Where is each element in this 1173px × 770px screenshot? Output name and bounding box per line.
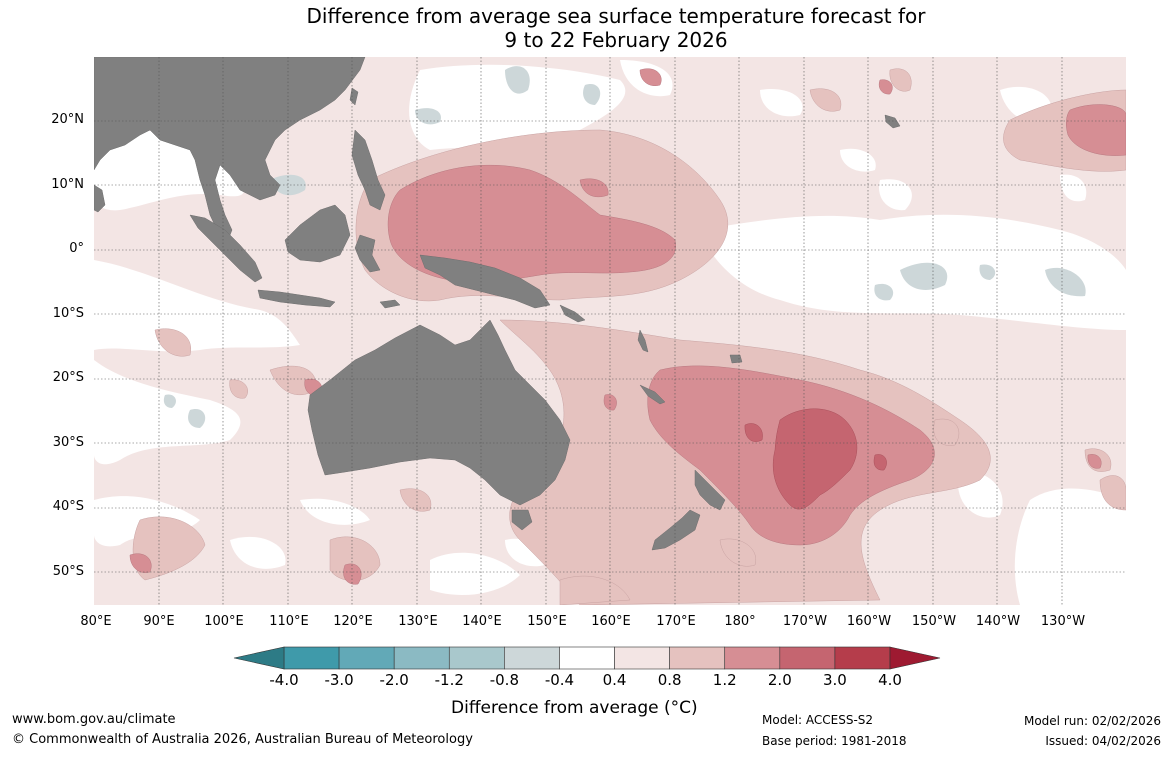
lon-label-80e: 80°E (80, 614, 112, 629)
lon-label-130w: 130°W (1040, 614, 1086, 629)
land-fiji (729, 354, 743, 364)
land-solomon-islands (559, 304, 586, 323)
land-nz-south (651, 509, 701, 551)
land-australia (307, 319, 571, 506)
lat-label-20n: 20°N (51, 112, 84, 127)
chart-title: Difference from average sea surface temp… (0, 4, 1173, 52)
colorbar-tick-label: -1.2 (434, 671, 464, 689)
lon-label-160e: 160°E (591, 614, 631, 629)
base-period: Base period: 1981-2018 (762, 734, 907, 748)
colorbar-tick-label: -0.8 (489, 671, 519, 689)
lon-label-180: 180° (724, 614, 756, 629)
lat-label-20s: 20°S (52, 370, 84, 385)
lon-label-140e: 140°E (462, 614, 502, 629)
land-sulawesi (354, 234, 381, 273)
land-timor (379, 299, 401, 309)
lat-label-0: 0° (69, 241, 84, 256)
colorbar-tick-label: 4.0 (878, 671, 902, 689)
colorbar-tick-label: 3.0 (822, 671, 847, 689)
issued-date: Issued: 04/02/2026 (1045, 734, 1161, 748)
lat-label-50s: 50°S (52, 564, 84, 579)
title-line-1: Difference from average sea surface temp… (306, 4, 926, 28)
colorbar-label: Difference from average (°C) (451, 698, 698, 718)
lon-label-150e: 150°E (527, 614, 567, 629)
land-philippines (351, 129, 386, 211)
lon-label-170e: 170°E (656, 614, 696, 629)
model-run-date: Model run: 02/02/2026 (1023, 714, 1161, 728)
colorbar-tick-label: 2.0 (767, 671, 792, 689)
lat-label-30s: 30°S (52, 435, 84, 450)
lon-label-130e: 130°E (398, 614, 438, 629)
land-vanuatu (637, 329, 649, 353)
title-line-2: 9 to 22 February 2026 (504, 28, 728, 52)
colorbar-tick-label: 0.4 (602, 671, 627, 689)
land-java (257, 289, 336, 308)
website-link[interactable]: www.bom.gov.au/climate (12, 712, 176, 727)
land-new-caledonia (639, 384, 666, 405)
lon-label-140w: 140°W (975, 614, 1021, 629)
lat-label-10n: 10°N (51, 177, 84, 192)
land-borneo (284, 204, 351, 263)
land-sri-lanka (94, 184, 106, 213)
land-masses (94, 57, 901, 551)
copyright-text: © Commonwealth of Australia 2026, Austra… (12, 732, 473, 747)
lon-label-110e: 110°E (269, 614, 309, 629)
lat-label-10s: 10°S (52, 306, 84, 321)
lon-label-120e: 120°E (333, 614, 373, 629)
land-sumatra (189, 214, 263, 283)
land-tasmania (511, 509, 533, 531)
lon-label-150w: 150°W (911, 614, 957, 629)
lon-label-90e: 90°E (143, 614, 175, 629)
colorbar-tick-label: -2.0 (379, 671, 409, 689)
very-strong-warm-anomaly (744, 408, 887, 510)
model-name: Model: ACCESS-S2 (762, 713, 874, 727)
colorbar-tick-label: -4.0 (269, 671, 299, 689)
lon-label-160w: 160°W (846, 614, 892, 629)
map-gridlines (94, 57, 1126, 605)
lon-label-100e: 100°E (204, 614, 244, 629)
land-asia (94, 57, 366, 241)
lat-label-40s: 40°S (52, 499, 84, 514)
lon-label-170w: 170°W (782, 614, 828, 629)
colorbar-tick-label: -3.0 (324, 671, 354, 689)
colorbar-tick-label: -0.4 (544, 671, 575, 689)
land-new-guinea (419, 254, 551, 309)
colorbar-tick-label: 1.2 (712, 671, 737, 689)
colorbar-tick-label: 0.8 (657, 671, 682, 689)
land-nz-north (694, 469, 726, 511)
